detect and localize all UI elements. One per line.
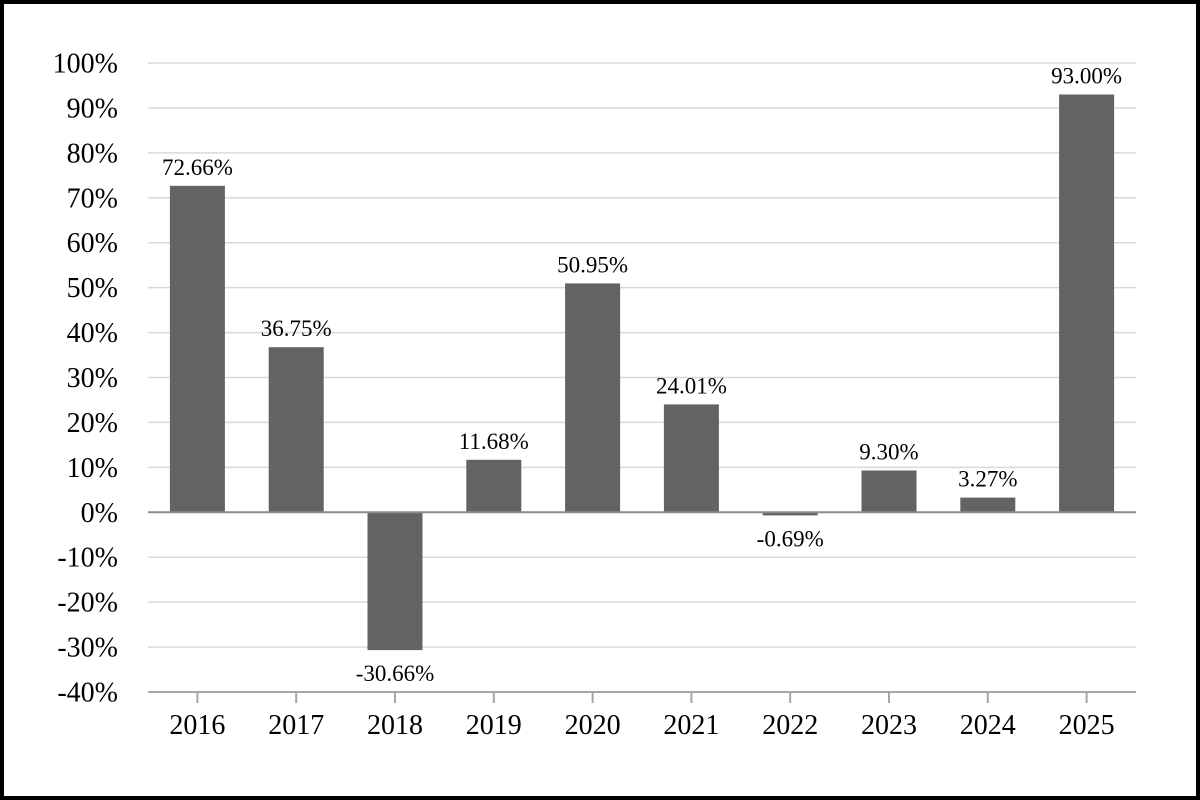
y-axis-label-50pct: 50% xyxy=(67,273,118,304)
x-axis-label-2023: 2023 xyxy=(861,710,917,741)
bar-2022 xyxy=(762,512,818,516)
y-axis-label-40pct: 40% xyxy=(67,318,118,349)
bar-2024 xyxy=(960,497,1016,513)
x-axis-label-2025: 2025 xyxy=(1059,710,1115,741)
y-axis-label--30pct: -30% xyxy=(57,633,118,664)
x-axis-label-2021: 2021 xyxy=(663,710,719,741)
bar-2023 xyxy=(861,470,917,513)
y-axis-label-0pct: 0% xyxy=(81,498,118,529)
x-axis-label-2019: 2019 xyxy=(466,710,522,741)
bar-2017 xyxy=(268,347,324,513)
bar-value-label-2022: -0.69% xyxy=(757,526,824,551)
x-axis-label-2024: 2024 xyxy=(960,710,1016,741)
bar-value-label-2025: 93.00% xyxy=(1051,64,1122,89)
bar-value-label-2023: 9.30% xyxy=(859,440,918,465)
bar-2016 xyxy=(169,185,225,513)
bar-2019 xyxy=(466,459,522,513)
bar-value-label-2019: 11.68% xyxy=(459,429,529,454)
x-axis-label-2017: 2017 xyxy=(268,710,324,741)
x-axis-label-2016: 2016 xyxy=(169,710,225,741)
bar-2021 xyxy=(663,404,719,513)
bar-2018 xyxy=(367,512,423,651)
y-axis-label-60pct: 60% xyxy=(67,228,118,259)
y-axis-label-20pct: 20% xyxy=(67,408,118,439)
bar-2020 xyxy=(565,283,621,513)
bar-value-label-2021: 24.01% xyxy=(656,373,727,398)
y-axis-label--10pct: -10% xyxy=(57,543,118,574)
bar-value-label-2017: 36.75% xyxy=(261,316,332,341)
bar-2025 xyxy=(1059,94,1115,513)
y-axis-label-80pct: 80% xyxy=(67,138,118,169)
bar-value-label-2016: 72.66% xyxy=(162,155,233,180)
y-axis-label-100pct: 100% xyxy=(53,49,118,80)
y-axis-label-70pct: 70% xyxy=(67,183,118,214)
bar-value-label-2018: -30.66% xyxy=(356,661,435,686)
y-axis-label-10pct: 10% xyxy=(67,453,118,484)
y-axis-label--20pct: -20% xyxy=(57,588,118,619)
y-axis-label--40pct: -40% xyxy=(57,678,118,709)
x-axis-label-2022: 2022 xyxy=(762,710,818,741)
bar-value-label-2020: 50.95% xyxy=(557,252,628,277)
x-axis-label-2020: 2020 xyxy=(565,710,621,741)
y-axis-label-30pct: 30% xyxy=(67,363,118,394)
bar-value-label-2024: 3.27% xyxy=(958,467,1017,492)
x-axis-label-2018: 2018 xyxy=(367,710,423,741)
y-axis-label-90pct: 90% xyxy=(67,93,118,124)
